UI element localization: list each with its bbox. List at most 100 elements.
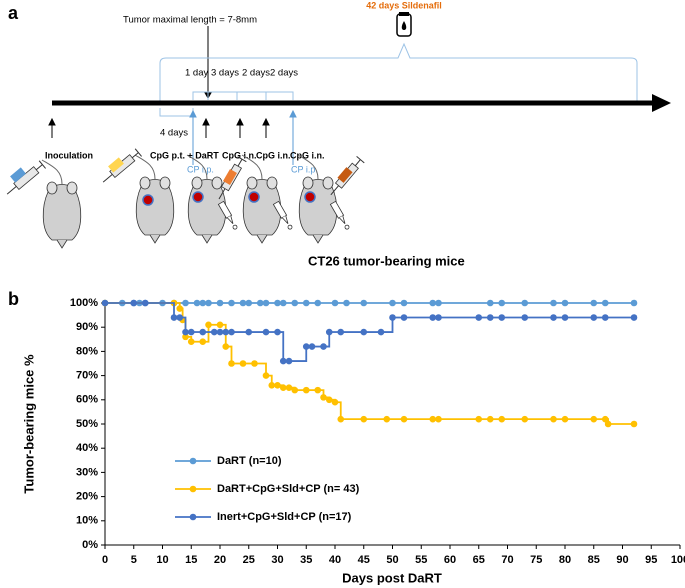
data-point bbox=[550, 415, 557, 423]
step-arrows bbox=[48, 117, 270, 138]
data-point bbox=[187, 338, 195, 346]
x-tick-label: 45 bbox=[358, 554, 370, 566]
data-point bbox=[475, 314, 483, 321]
data-point bbox=[314, 386, 322, 394]
legend-label: Inert+CpG+Sld+CP (n=17) bbox=[217, 511, 352, 523]
x-tick-label: 0 bbox=[102, 554, 108, 566]
data-point bbox=[199, 328, 207, 336]
data-point bbox=[199, 338, 207, 346]
data-point bbox=[130, 299, 138, 307]
data-point bbox=[222, 343, 230, 350]
data-point bbox=[601, 415, 609, 423]
bottle-icon bbox=[396, 12, 412, 37]
interval-label: 3 days bbox=[211, 68, 239, 79]
first-interval-brace bbox=[159, 108, 194, 117]
x-tick-label: 35 bbox=[300, 554, 312, 566]
data-point bbox=[400, 299, 408, 307]
legend-label: DaRT+CpG+Sld+CP (n= 43) bbox=[217, 483, 360, 495]
sildenafil-brace bbox=[159, 42, 638, 103]
cp-label: CP i.p. bbox=[291, 164, 318, 174]
x-tick-label: 5 bbox=[131, 554, 137, 566]
data-point bbox=[245, 328, 253, 336]
step-line bbox=[145, 302, 175, 318]
data-point bbox=[561, 299, 569, 307]
data-point bbox=[274, 328, 281, 336]
sildenafil-label: 42 days Sildenafil bbox=[366, 0, 442, 10]
interval-braces bbox=[192, 91, 294, 100]
data-point bbox=[216, 299, 224, 307]
data-point bbox=[360, 328, 368, 336]
data-point bbox=[325, 396, 333, 404]
y-tick-label: 20% bbox=[76, 491, 98, 503]
timeline-head bbox=[652, 94, 671, 112]
data-point bbox=[377, 328, 385, 336]
data-point bbox=[360, 299, 368, 307]
step-line bbox=[254, 362, 267, 376]
data-point bbox=[302, 343, 310, 350]
data-point bbox=[435, 415, 442, 423]
data-point bbox=[498, 415, 506, 423]
legend-label: DaRT (n=10) bbox=[217, 455, 282, 467]
data-point bbox=[274, 381, 281, 389]
x-tick-label: 90 bbox=[616, 554, 628, 566]
data-point bbox=[521, 415, 529, 423]
data-point bbox=[521, 299, 529, 307]
data-point bbox=[435, 299, 442, 307]
step-line bbox=[220, 323, 227, 347]
y-tick-label: 80% bbox=[76, 345, 98, 357]
data-point bbox=[630, 314, 638, 321]
x-tick-label: 70 bbox=[501, 554, 513, 566]
y-tick-label: 0% bbox=[82, 539, 98, 551]
data-point bbox=[141, 299, 149, 307]
step-label: CpG i.n. bbox=[256, 150, 291, 160]
data-point bbox=[320, 394, 327, 401]
x-tick-label: 100 bbox=[671, 554, 685, 566]
data-point bbox=[383, 415, 391, 423]
data-point bbox=[210, 328, 218, 336]
x-tick-label: 55 bbox=[415, 554, 427, 566]
step-line bbox=[277, 331, 285, 362]
data-point bbox=[176, 305, 184, 312]
cp-label: CP i.p. bbox=[187, 164, 214, 174]
data-point bbox=[337, 415, 345, 423]
data-point bbox=[182, 328, 189, 336]
data-point bbox=[331, 398, 339, 406]
data-point bbox=[561, 415, 569, 423]
data-point bbox=[320, 343, 327, 350]
interval-label: 2 days bbox=[242, 68, 270, 79]
y-tick-label: 70% bbox=[76, 370, 98, 382]
data-point bbox=[590, 314, 598, 321]
data-point bbox=[486, 314, 494, 321]
caption: CT26 tumor-bearing mice bbox=[308, 253, 465, 268]
data-point bbox=[601, 314, 609, 321]
data-point bbox=[550, 299, 557, 307]
x-tick-label: 15 bbox=[185, 554, 197, 566]
mice-illustration bbox=[3, 148, 365, 249]
data-point bbox=[360, 415, 368, 423]
x-tick-label: 40 bbox=[329, 554, 341, 566]
panel-label: a bbox=[8, 3, 19, 23]
data-point bbox=[199, 299, 207, 307]
data-point bbox=[429, 415, 437, 423]
legend-marker bbox=[189, 457, 197, 465]
data-point bbox=[176, 314, 184, 321]
data-point bbox=[256, 299, 264, 307]
data-point bbox=[239, 299, 247, 307]
x-tick-label: 95 bbox=[645, 554, 657, 566]
tumor-note: Tumor maximal length = 7-8mm bbox=[123, 15, 257, 26]
x-tick-label: 10 bbox=[156, 554, 168, 566]
data-point bbox=[389, 314, 396, 321]
data-point bbox=[216, 328, 224, 336]
x-tick-label: 65 bbox=[473, 554, 485, 566]
data-point bbox=[498, 314, 506, 321]
data-point bbox=[205, 299, 212, 307]
data-point bbox=[291, 386, 299, 394]
data-point bbox=[245, 299, 253, 307]
data-point bbox=[251, 360, 258, 367]
data-point bbox=[521, 314, 529, 321]
x-tick-label: 30 bbox=[271, 554, 283, 566]
data-point bbox=[630, 420, 638, 428]
data-point bbox=[193, 299, 201, 307]
x-axis-title: Days post DaRT bbox=[342, 570, 442, 585]
